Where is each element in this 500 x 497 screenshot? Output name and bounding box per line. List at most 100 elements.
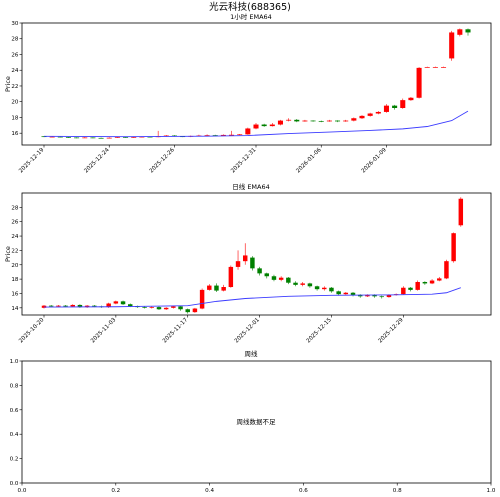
hourly-candle-body — [82, 137, 88, 139]
hourly-panel-frame — [21, 22, 492, 146]
daily-xtick-label: 2025-12-01 — [234, 317, 262, 345]
daily-candle-body — [444, 261, 449, 279]
hourly-candle-body — [383, 105, 389, 112]
daily-candle-body — [228, 266, 234, 288]
hourly-candle-body — [424, 67, 430, 68]
weekly-panel: 0.0 0.2 0.4 0.6 0.8 1.0 0.0 0.2 0.4 0.6 0.8 1.0 — [10, 359, 496, 494]
hourly-xtick-label: 2026-01-06 — [295, 147, 323, 175]
weekly-empty-message: 周线数据不足 — [237, 417, 277, 426]
daily-candle-body — [343, 292, 349, 295]
daily-candle-body — [322, 287, 327, 290]
daily-candle-body — [84, 305, 90, 308]
hourly-candle-body — [449, 32, 455, 59]
daily-candle-body — [293, 282, 298, 285]
hourly-candle-body — [432, 67, 438, 68]
daily-candle-body — [264, 273, 270, 277]
daily-candle-body — [92, 305, 97, 307]
weekly-xtick-label: 0.0 — [18, 488, 27, 494]
daily-candle-body — [48, 305, 54, 307]
hourly-ytick-label: 20 — [11, 100, 19, 106]
hourly-candle-body — [261, 124, 267, 127]
weekly-panel-title: 周线 — [245, 349, 259, 358]
hourly-candle-body — [416, 67, 422, 98]
weekly-ytick-label: 0.4 — [10, 432, 19, 438]
hourly-candle-body — [171, 135, 177, 137]
hourly-ytick-label: 16 — [11, 131, 19, 137]
hourly-candle-body — [98, 137, 104, 139]
daily-candle-body — [199, 289, 205, 309]
hourly-candle-body — [269, 124, 275, 127]
daily-candle-body — [429, 280, 435, 284]
hourly-candle-body — [237, 134, 243, 136]
hourly-candle-body — [49, 136, 55, 138]
hourly-candle-body — [114, 137, 120, 138]
daily-candle-body — [329, 287, 334, 292]
daily-candle-body — [149, 307, 155, 308]
daily-candle-body — [56, 305, 61, 307]
daily-candle-body — [257, 268, 262, 274]
daily-panel: 14 16 18 20 22 24 26 28 2025-10-20 2025-11-03 2025… — [11, 197, 464, 345]
weekly-ytick-label: 1.0 — [10, 359, 19, 365]
daily-xtick-label: 2025-10-20 — [18, 317, 46, 345]
daily-ytick-label: 18 — [11, 277, 19, 283]
hourly-ytick-label: 26 — [11, 52, 19, 58]
hourly-candle-body — [351, 118, 357, 121]
hourly-candle-body — [310, 120, 316, 122]
daily-xtick-label: 2025-11-03 — [90, 317, 118, 345]
hourly-xtick-label: 2025-12-26 — [149, 147, 177, 175]
hourly-candle-body — [408, 97, 414, 101]
hourly-candle-body — [57, 136, 63, 138]
hourly-candle-body — [131, 137, 137, 138]
daily-ytick-label: 24 — [11, 234, 19, 240]
weekly-xtick-label: 0.4 — [205, 488, 214, 494]
hourly-candle-body — [229, 134, 235, 136]
daily-candle-body — [77, 304, 83, 308]
daily-candle-body — [314, 286, 320, 290]
weekly-panel-frame — [21, 360, 492, 484]
daily-panel-frame — [21, 192, 492, 316]
daily-xtick-label: 2025-11-17 — [162, 317, 190, 345]
hourly-ema-line — [43, 110, 469, 138]
daily-panel-title: 日线 EMA64 — [232, 182, 270, 191]
daily-ytick-label: 14 — [11, 306, 19, 312]
daily-candle-body — [437, 278, 442, 281]
daily-ytick-label: 26 — [11, 220, 19, 226]
weekly-ytick-label: 0.2 — [10, 457, 19, 463]
hourly-candle-body — [204, 135, 210, 136]
hourly-candle-body — [375, 111, 381, 114]
daily-xtick-label: 2025-12-15 — [306, 317, 334, 345]
daily-candle-body — [286, 277, 291, 283]
hourly-candle-body — [302, 120, 308, 122]
daily-candle-body — [300, 283, 305, 285]
hourly-candle-body — [123, 137, 129, 138]
hourly-ytick-label: 22 — [11, 84, 18, 90]
daily-candle-body — [178, 306, 183, 310]
daily-candle-body — [401, 287, 406, 295]
hourly-candle-body — [163, 135, 169, 137]
daily-candle-body — [271, 276, 277, 280]
daily-candle-body — [221, 287, 226, 291]
hourly-candle-body — [106, 137, 112, 139]
daily-xtick-label: 2025-12-29 — [378, 317, 406, 345]
hourly-candle-body — [367, 113, 373, 116]
daily-candle-body — [171, 306, 176, 308]
hourly-xtick-label: 2026-01-09 — [361, 147, 389, 175]
hourly-ytick-label: 24 — [11, 68, 19, 74]
daily-ytick-label: 16 — [11, 291, 19, 297]
daily-ylabel: Price — [4, 246, 12, 262]
daily-candle-body — [451, 233, 456, 262]
hourly-candle-body — [392, 105, 398, 109]
hourly-ylabel: Price — [4, 76, 12, 92]
daily-candle-body — [250, 257, 255, 269]
weekly-xtick-label: 0.2 — [111, 488, 120, 494]
daily-candle-body — [70, 304, 75, 307]
hourly-ytick-label: 18 — [11, 115, 19, 121]
daily-candle-body — [372, 294, 377, 297]
hourly-candle-body — [90, 137, 96, 139]
hourly-panel-title: 1小时 EMA64 — [230, 12, 272, 21]
hourly-candle-body — [294, 119, 300, 122]
daily-candle-body — [458, 198, 464, 226]
hourly-candle-body — [286, 119, 292, 121]
daily-candle-body — [242, 255, 248, 262]
